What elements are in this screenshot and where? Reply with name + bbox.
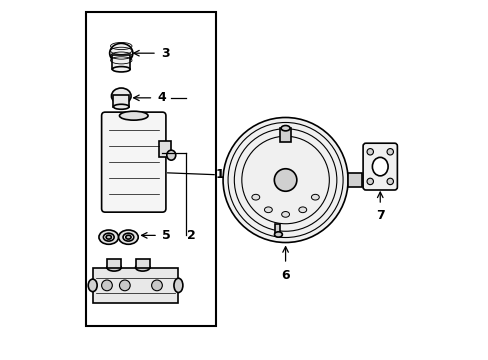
- Bar: [135, 258, 149, 267]
- Ellipse shape: [88, 279, 97, 292]
- Bar: [274, 224, 280, 236]
- Ellipse shape: [99, 230, 118, 244]
- Ellipse shape: [109, 43, 133, 63]
- Ellipse shape: [135, 264, 149, 271]
- Circle shape: [119, 280, 130, 291]
- Ellipse shape: [118, 230, 138, 244]
- Text: 2: 2: [186, 229, 195, 242]
- Ellipse shape: [298, 207, 306, 213]
- Bar: [112, 55, 130, 69]
- Circle shape: [386, 178, 393, 185]
- Ellipse shape: [103, 233, 114, 241]
- Text: 4: 4: [157, 91, 166, 104]
- Bar: [347, 173, 362, 187]
- Circle shape: [366, 149, 373, 155]
- FancyBboxPatch shape: [102, 112, 165, 212]
- Ellipse shape: [264, 207, 272, 213]
- Ellipse shape: [166, 150, 175, 160]
- Text: 5: 5: [162, 229, 171, 242]
- Text: 1: 1: [216, 168, 224, 181]
- Circle shape: [102, 280, 112, 291]
- Circle shape: [274, 169, 296, 191]
- Circle shape: [223, 117, 347, 243]
- Ellipse shape: [281, 126, 289, 131]
- Bar: [93, 267, 178, 303]
- Ellipse shape: [125, 235, 131, 239]
- Ellipse shape: [281, 212, 289, 217]
- Ellipse shape: [251, 194, 259, 200]
- Ellipse shape: [112, 67, 130, 72]
- Circle shape: [386, 149, 393, 155]
- Ellipse shape: [174, 278, 183, 293]
- Bar: [113, 95, 129, 107]
- Ellipse shape: [111, 88, 131, 104]
- FancyBboxPatch shape: [363, 143, 397, 190]
- Ellipse shape: [113, 104, 129, 109]
- Text: 7: 7: [375, 209, 384, 222]
- Ellipse shape: [119, 111, 148, 120]
- Ellipse shape: [274, 232, 282, 237]
- Bar: [159, 141, 171, 157]
- Text: 6: 6: [281, 269, 289, 282]
- Ellipse shape: [123, 233, 134, 241]
- Bar: [85, 12, 216, 327]
- Circle shape: [366, 178, 373, 185]
- Bar: [107, 258, 121, 267]
- Text: 3: 3: [162, 47, 170, 60]
- Ellipse shape: [107, 264, 121, 271]
- Ellipse shape: [311, 194, 319, 200]
- Bar: [280, 128, 290, 143]
- Ellipse shape: [372, 157, 387, 176]
- Ellipse shape: [106, 235, 111, 239]
- Circle shape: [151, 280, 162, 291]
